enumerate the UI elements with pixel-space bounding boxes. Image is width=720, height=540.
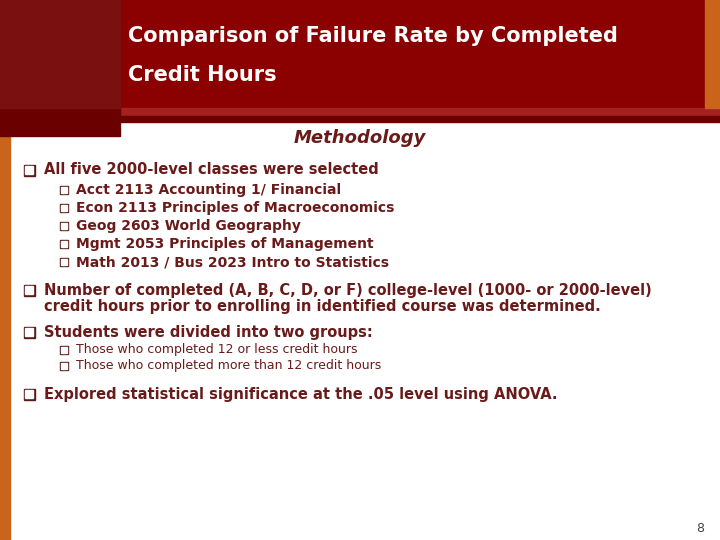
Bar <box>24 285 35 295</box>
Bar <box>24 388 35 400</box>
Bar <box>60 362 68 370</box>
Bar <box>61 205 66 211</box>
Bar <box>0 108 10 540</box>
Text: Geog 2603 World Geography: Geog 2603 World Geography <box>76 219 301 233</box>
Bar <box>120 108 720 116</box>
Text: Explored statistical significance at the .05 level using ANOVA.: Explored statistical significance at the… <box>44 387 557 402</box>
Bar <box>0 0 120 108</box>
Text: Math 2013 / Bus 2023 Intro to Statistics: Math 2013 / Bus 2023 Intro to Statistics <box>76 255 389 269</box>
Text: Mgmt 2053 Principles of Management: Mgmt 2053 Principles of Management <box>76 237 374 251</box>
Bar <box>24 165 35 176</box>
Text: Credit Hours: Credit Hours <box>128 65 276 85</box>
Bar <box>24 327 35 338</box>
Bar <box>61 241 66 247</box>
Bar <box>61 259 66 265</box>
Bar <box>61 187 66 193</box>
Bar <box>25 390 32 397</box>
Text: Econ 2113 Principles of Macroeconomics: Econ 2113 Principles of Macroeconomics <box>76 201 395 215</box>
Text: Those who completed 12 or less credit hours: Those who completed 12 or less credit ho… <box>76 343 358 356</box>
Bar <box>61 224 66 228</box>
Bar <box>60 222 68 230</box>
Bar <box>25 166 32 173</box>
Bar <box>0 108 120 136</box>
Bar <box>25 287 32 294</box>
Text: All five 2000-level classes were selected: All five 2000-level classes were selecte… <box>44 163 379 178</box>
Bar <box>60 346 68 354</box>
Bar <box>705 0 720 108</box>
Text: 8: 8 <box>696 522 704 535</box>
Bar <box>60 186 68 194</box>
Text: Students were divided into two groups:: Students were divided into two groups: <box>44 325 373 340</box>
Bar <box>60 240 68 248</box>
Text: credit hours prior to enrolling in identified course was determined.: credit hours prior to enrolling in ident… <box>44 299 600 314</box>
Bar <box>120 116 720 122</box>
Text: Comparison of Failure Rate by Completed: Comparison of Failure Rate by Completed <box>128 26 618 46</box>
Bar <box>61 347 66 353</box>
Bar <box>61 363 66 369</box>
Text: Number of completed (A, B, C, D, or F) college-level (1000- or 2000-level): Number of completed (A, B, C, D, or F) c… <box>44 282 652 298</box>
Bar <box>60 258 68 266</box>
Bar <box>25 328 32 335</box>
Text: Acct 2113 Accounting 1/ Financial: Acct 2113 Accounting 1/ Financial <box>76 183 341 197</box>
Text: Methodology: Methodology <box>294 129 426 147</box>
Bar <box>0 0 720 108</box>
Bar <box>60 204 68 212</box>
Text: Those who completed more than 12 credit hours: Those who completed more than 12 credit … <box>76 360 382 373</box>
